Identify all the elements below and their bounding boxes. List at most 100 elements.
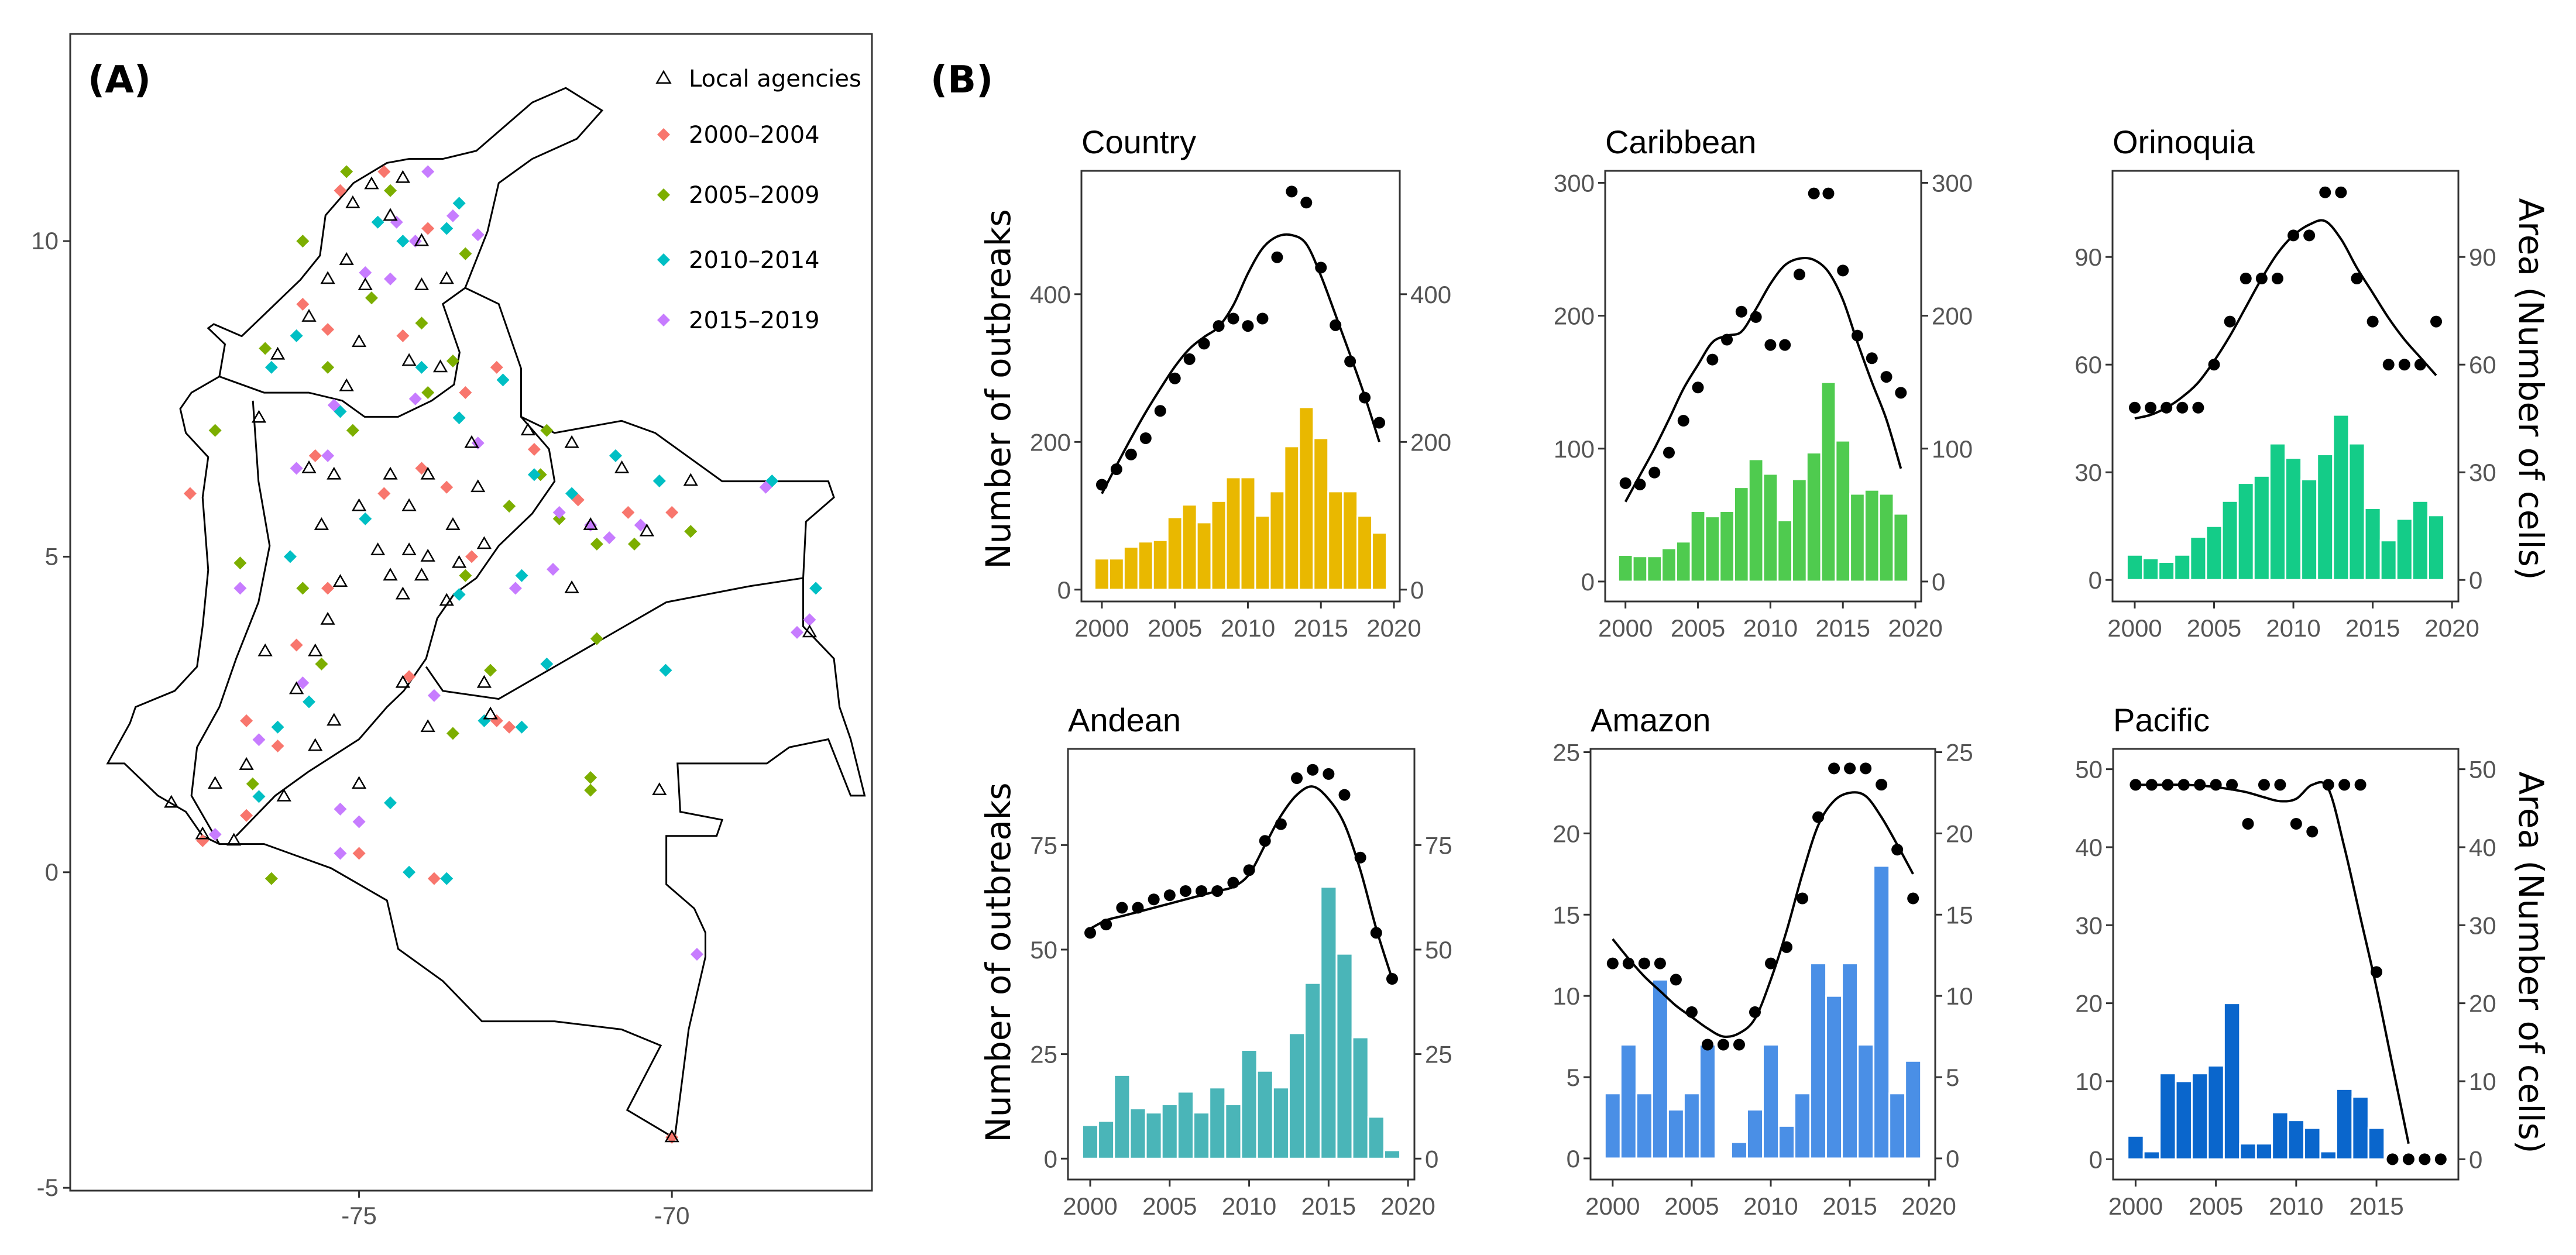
outbreak-point — [634, 518, 647, 532]
outbreak-point — [334, 847, 347, 860]
legend-label: 2005–2009 — [689, 182, 820, 209]
area-point — [1634, 479, 1646, 491]
y-tick-label-right: 50 — [2469, 756, 2496, 783]
panel-title: Amazon — [1591, 702, 1711, 738]
area-point — [1286, 185, 1298, 198]
outbreak-point — [271, 720, 284, 734]
outbreak-point — [290, 462, 303, 475]
outbreak-point — [484, 663, 497, 677]
outbreak-point — [396, 235, 410, 248]
bar — [1304, 982, 1322, 1160]
x-tick-label: 2005 — [2187, 614, 2241, 642]
bar — [2142, 1150, 2161, 1160]
outbreak-point — [503, 720, 516, 734]
bar — [2255, 1143, 2273, 1160]
outbreak-point — [196, 834, 209, 847]
area-point — [1779, 339, 1791, 351]
outbreak-point — [659, 663, 672, 677]
bar — [1137, 541, 1154, 591]
area-point — [2402, 1153, 2414, 1165]
y-tick-label-right: 400 — [1410, 281, 1451, 308]
bar — [2364, 507, 2382, 581]
bar — [2175, 1080, 2193, 1160]
y-tick-label-right: 0 — [1425, 1145, 1438, 1173]
bar — [1122, 546, 1139, 591]
local-agency-marker — [420, 548, 435, 562]
local-agency-marker — [364, 176, 379, 190]
bar — [1342, 490, 1359, 591]
bar — [1224, 1103, 1242, 1160]
area-point — [1196, 885, 1208, 897]
bar — [1835, 439, 1852, 583]
area-point — [1797, 892, 1809, 905]
area-point — [1344, 355, 1356, 367]
bar — [2207, 1064, 2225, 1160]
outbreak-point — [246, 777, 259, 790]
local-agency-marker — [432, 359, 448, 373]
outbreak-point — [283, 550, 297, 563]
area-point — [1291, 772, 1303, 785]
bar — [1809, 962, 1828, 1160]
area-point — [1307, 764, 1319, 776]
panel-caribbean: Caribbean 0 0 100 100 200 200 300 300 2000 2005 201… — [1554, 123, 1973, 642]
bar — [1777, 519, 1794, 583]
bar — [1675, 541, 1692, 583]
outbreak-point — [396, 329, 410, 342]
bar — [1682, 1092, 1701, 1160]
area-point — [1735, 305, 1747, 318]
outbreak-point — [240, 809, 253, 822]
bar — [1335, 953, 1354, 1160]
outbreak-point — [590, 632, 603, 645]
x-tick-label: 2015 — [1816, 614, 1870, 642]
outbreak-point — [446, 209, 459, 222]
area-point — [1622, 957, 1634, 969]
outbreak-point — [665, 506, 679, 519]
area-point — [1822, 187, 1835, 200]
bar — [1849, 493, 1866, 583]
area-point — [1606, 957, 1619, 969]
legend-diamond-icon — [657, 128, 670, 141]
local-agency-marker — [358, 277, 373, 290]
plot-frame — [2112, 748, 2460, 1181]
local-agency-marker — [420, 466, 435, 480]
outbreak-point — [590, 537, 603, 551]
local-agency-marker — [301, 309, 317, 322]
y-tick-label-right: 25 — [1425, 1041, 1452, 1068]
area-point — [2419, 1153, 2431, 1165]
outbreak-point — [252, 733, 266, 747]
bar — [1225, 476, 1242, 591]
outbreak-point — [183, 487, 197, 500]
area-point — [2319, 186, 2331, 198]
local-agency-marker — [351, 334, 367, 348]
x-tick-label: 2020 — [1888, 614, 1942, 642]
outbreak-point — [478, 714, 491, 727]
outbreak-point — [459, 247, 472, 260]
area-point — [1812, 811, 1825, 823]
bar — [1762, 1043, 1780, 1160]
y-tick-label-left: 0 — [2089, 566, 2102, 594]
area-point — [2176, 401, 2189, 414]
y-tick-label-right: 20 — [2469, 990, 2496, 1017]
outbreak-point — [346, 424, 359, 437]
bar — [1863, 489, 1880, 583]
y-tick-label-right: 0 — [2469, 1146, 2482, 1173]
outbreak-point — [440, 480, 454, 494]
y-tick-label-right: 10 — [2469, 1068, 2496, 1095]
bar — [2205, 525, 2223, 581]
area-point — [1895, 387, 1907, 399]
area-point — [1880, 371, 1892, 383]
outbreak-point — [334, 802, 347, 816]
y-tick-label-right: 0 — [1946, 1145, 1959, 1173]
local-agency-marker — [439, 271, 454, 284]
area-point — [1323, 768, 1335, 780]
bar — [1160, 1103, 1179, 1160]
outbreak-point — [290, 329, 303, 342]
bar — [1287, 1032, 1306, 1160]
area-point — [2430, 315, 2443, 328]
x-tick-label: 2010 — [1221, 614, 1275, 642]
outbreak-point — [759, 480, 772, 494]
bar — [1698, 1043, 1716, 1160]
y-tick-label-right: 15 — [1946, 901, 1973, 929]
area-point — [2290, 818, 2302, 830]
outbreak-point — [365, 291, 378, 305]
